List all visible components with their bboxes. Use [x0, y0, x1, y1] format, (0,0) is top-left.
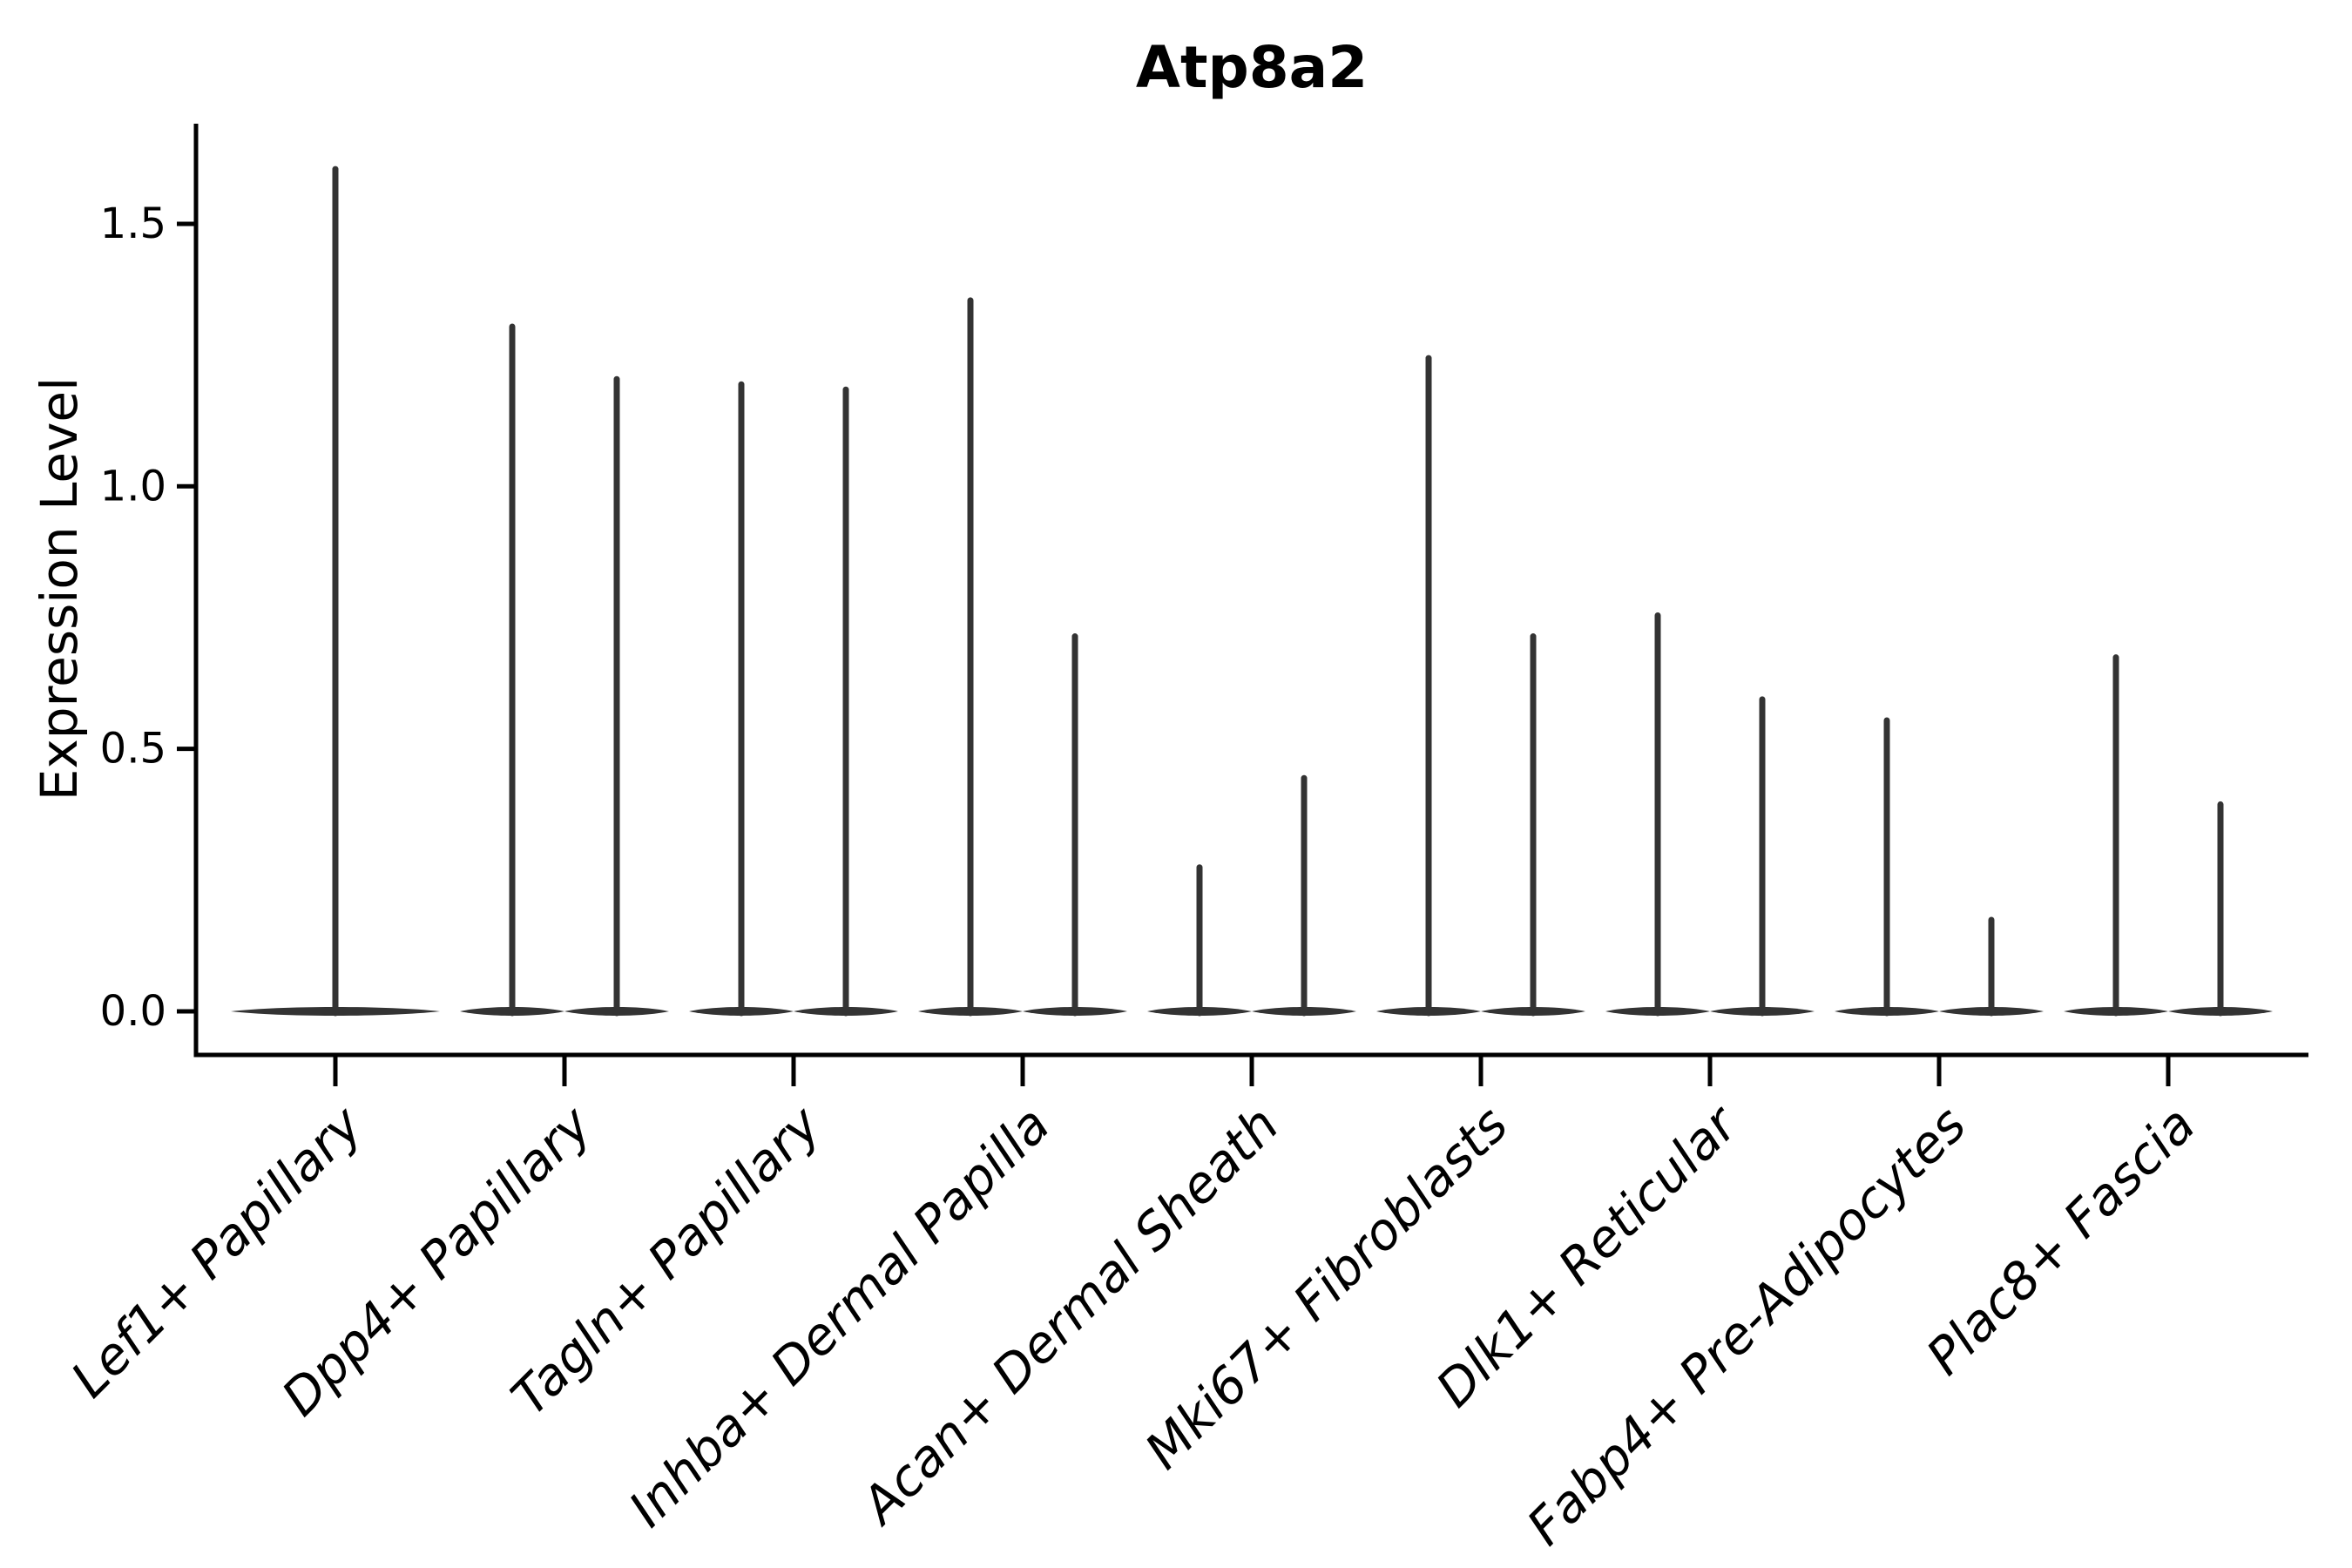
violin-group — [2064, 654, 2273, 1017]
y-tick-label: 0.5 — [100, 725, 166, 774]
violin-group — [1605, 612, 1815, 1017]
violin-group — [231, 166, 440, 1017]
violin-group — [1147, 774, 1356, 1017]
y-tick-label: 0.0 — [100, 987, 166, 1036]
x-category-label: Fabp4+ Pre-Adipocytes — [1516, 1095, 1977, 1557]
y-axis-label: Expression Level — [30, 377, 89, 801]
violin-group — [918, 297, 1127, 1017]
violin-group — [1835, 717, 2044, 1017]
y-tick-label: 1.5 — [100, 199, 166, 248]
violin-group — [460, 323, 669, 1017]
y-tick-label: 1.0 — [100, 462, 166, 510]
violin-group — [1376, 355, 1585, 1017]
violins — [231, 166, 2273, 1017]
chart-title: Atp8a2 — [1136, 34, 1368, 101]
x-category-label: Inhba+ Dermal Papilla — [618, 1095, 1061, 1538]
violin-group — [689, 381, 898, 1017]
x-category-label: Acan+ Dermal Sheath — [848, 1095, 1290, 1538]
